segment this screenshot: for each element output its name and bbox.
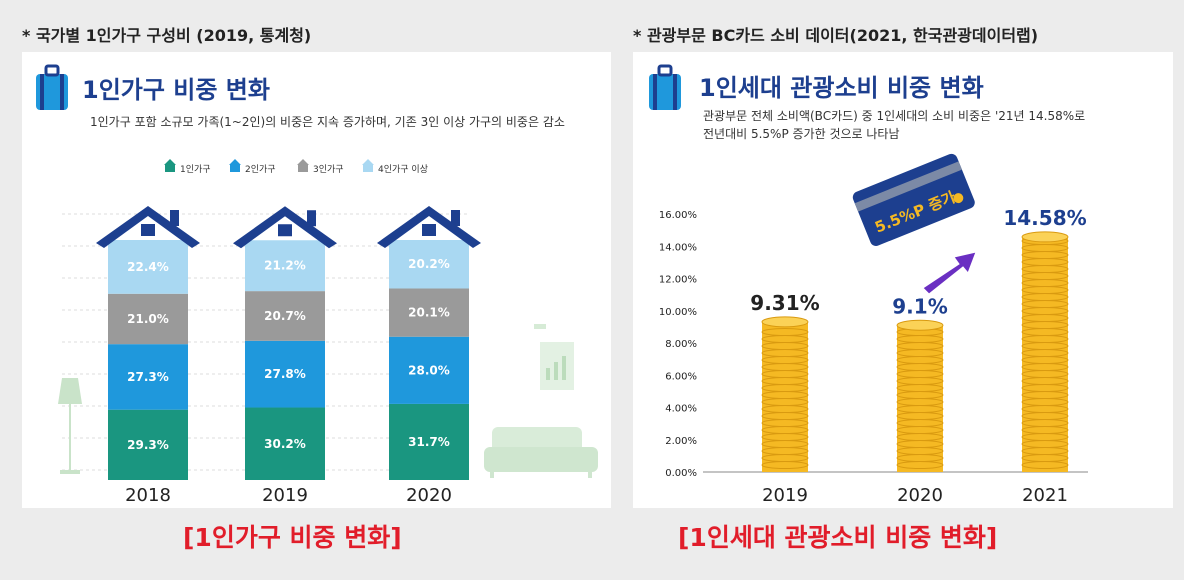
segment-value-label: 21.0% xyxy=(127,312,169,326)
bar-value-label: 14.58% xyxy=(1003,206,1086,230)
household-legend: 1인가구 2인가구 3인가구 4인가구 이상 xyxy=(164,159,428,175)
house-chimney xyxy=(451,210,460,226)
bar-value-label: 9.1% xyxy=(892,294,947,318)
x-tick-label: 2019 xyxy=(762,485,808,506)
tourism-chart-subtitle-line1: 관광부문 전체 소비액(BC카드) 중 1인세대의 소비 비중은 '21년 14… xyxy=(703,109,1085,123)
stacked-bar-segment xyxy=(245,340,325,408)
legend-label: 1인가구 xyxy=(180,164,211,175)
x-tick-label: 2019 xyxy=(262,485,308,506)
stacked-bar-segment xyxy=(108,293,188,345)
left-source-title: * 국가별 1인가구 구성비 (2019, 통계청) xyxy=(22,26,312,45)
house-roof xyxy=(377,206,481,248)
segment-value-label: 27.8% xyxy=(264,367,306,381)
y-tick-label: 2.00% xyxy=(665,436,697,447)
stacked-bar-segment xyxy=(389,240,469,289)
tourism-chart-subtitle-line2: 전년대비 5.5%P 증가한 것으로 나타남 xyxy=(703,127,900,141)
tourism-chart: 1인세대 관광소비 비중 변화 관광부문 전체 소비액(BC카드) 중 1인세대… xyxy=(649,64,1088,506)
luggage-icon xyxy=(649,64,681,110)
x-tick-label: 2020 xyxy=(897,485,943,506)
stacked-bar-segment xyxy=(245,407,325,480)
house-chimney xyxy=(307,210,316,227)
segment-value-label: 31.7% xyxy=(408,435,450,449)
segment-value-label: 27.3% xyxy=(127,370,169,384)
house-window xyxy=(278,224,292,237)
arrow-icon xyxy=(922,251,977,295)
household-chart-title: 1인가구 비중 변화 xyxy=(82,76,270,104)
stacked-bar-segment xyxy=(108,409,188,480)
legend-label: 2인가구 xyxy=(245,164,276,175)
legend-house-icon xyxy=(297,159,309,172)
y-tick-label: 8.00% xyxy=(665,339,697,350)
stacked-bar-segment xyxy=(389,288,469,337)
tourism-coin-bars: 9.31% 9.1% 14.58% xyxy=(750,206,1087,472)
legend-house-icon xyxy=(164,159,176,172)
y-tick-label: 12.00% xyxy=(659,275,697,286)
y-tick-label: 10.00% xyxy=(659,307,697,318)
right-caption: [1인세대 관광소비 비중 변화] xyxy=(678,523,998,552)
house-window xyxy=(141,224,155,236)
y-tick-label: 16.00% xyxy=(659,210,697,221)
y-tick-label: 6.00% xyxy=(665,371,697,382)
segment-value-label: 29.3% xyxy=(127,438,169,452)
right-source-title: * 관광부문 BC카드 소비 데이터(2021, 한국관광데이터랩) xyxy=(633,26,1039,45)
y-tick-label: 14.00% xyxy=(659,242,697,253)
left-caption: [1인가구 비중 변화] xyxy=(183,523,402,552)
stacked-bar-segment xyxy=(108,344,188,410)
bar-value-label: 9.31% xyxy=(750,291,819,315)
tourism-chart-title: 1인세대 관광소비 비중 변화 xyxy=(699,74,984,102)
house-window xyxy=(422,224,436,236)
household-chart: 1인가구 비중 변화 1인가구 포함 소규모 가족(1~2인)의 비중은 지속 … xyxy=(36,64,598,506)
segment-value-label: 20.2% xyxy=(408,257,450,271)
stacked-bar-segment xyxy=(108,240,188,294)
tourism-y-axis: 0.00% 2.00% 4.00% 6.00% 8.00% 10.00% 12.00% 14.… xyxy=(659,210,1088,479)
house-roof xyxy=(233,206,337,249)
coin-stack-bar xyxy=(1021,231,1069,472)
stacked-bar-segment xyxy=(245,240,325,292)
furniture-decoration xyxy=(58,324,598,478)
household-x-axis: 2018 2019 2020 xyxy=(125,485,452,506)
segment-value-label: 28.0% xyxy=(408,363,450,377)
tourism-chart-panel: 1인세대 관광소비 비중 변화 관광부문 전체 소비액(BC카드) 중 1인세대… xyxy=(633,52,1173,508)
tourism-x-axis: 2019 2020 2021 xyxy=(762,485,1068,506)
y-tick-label: 0.00% xyxy=(665,468,697,479)
segment-value-label: 22.4% xyxy=(127,260,169,274)
legend-label: 4인가구 이상 xyxy=(378,164,428,175)
x-tick-label: 2018 xyxy=(125,485,171,506)
luggage-icon xyxy=(36,64,68,110)
coin-stack-bar xyxy=(896,319,944,472)
y-tick-label: 4.00% xyxy=(665,404,697,415)
x-tick-label: 2020 xyxy=(406,485,452,506)
household-chart-subtitle: 1인가구 포함 소규모 가족(1~2인)의 비중은 지속 증가하며, 기존 3인… xyxy=(90,115,565,129)
stacked-bar-segment xyxy=(389,403,469,480)
legend-house-icon xyxy=(362,159,374,172)
segment-value-label: 21.2% xyxy=(264,259,306,273)
stacked-bar-segment xyxy=(245,291,325,341)
legend-label: 3인가구 xyxy=(313,164,344,175)
card-badge: 5.5%P 증가 xyxy=(852,153,975,246)
house-roof xyxy=(96,206,200,248)
coin-stack-bar xyxy=(761,316,809,472)
x-tick-label: 2021 xyxy=(1022,485,1068,506)
stacked-bar-segment xyxy=(389,336,469,404)
household-stacked-bars: 29.3% 27.3% 21.0% 22.4% 30.2% 27.8% 20.7% 21.2%… xyxy=(96,206,481,480)
segment-value-label: 20.1% xyxy=(408,306,450,320)
segment-value-label: 20.7% xyxy=(264,309,306,323)
household-chart-panel: 1인가구 비중 변화 1인가구 포함 소규모 가족(1~2인)의 비중은 지속 … xyxy=(22,52,611,508)
legend-house-icon xyxy=(229,159,241,172)
segment-value-label: 30.2% xyxy=(264,437,306,451)
house-chimney xyxy=(170,210,179,226)
